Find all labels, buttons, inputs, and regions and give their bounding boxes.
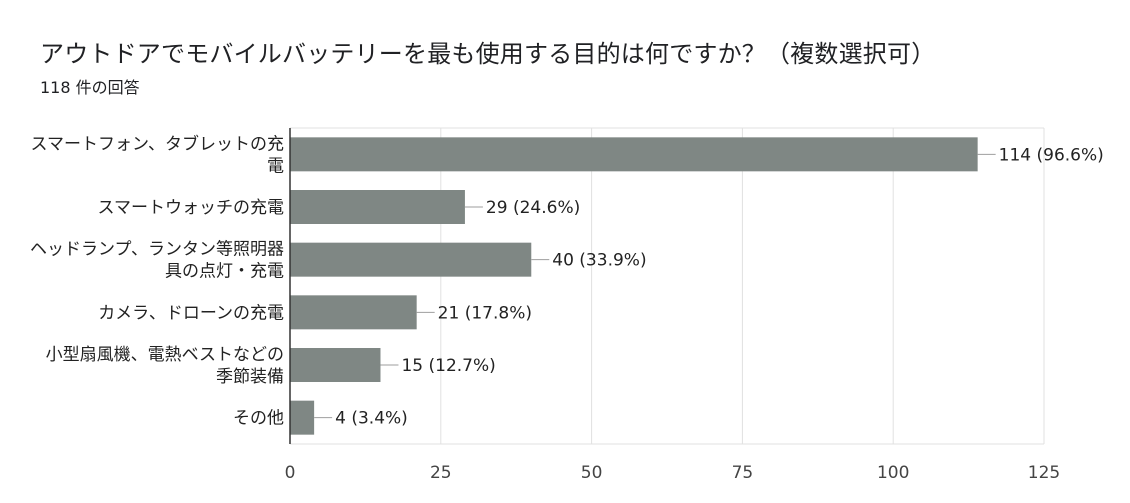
category-label: スマートウォッチの充電: [98, 198, 285, 218]
bar: [290, 137, 978, 172]
bar: [290, 295, 417, 330]
bars: [290, 137, 978, 435]
category-labels: スマートフォン、タブレットの充電スマートウォッチの充電ヘッドランプ、ランタン等照…: [30, 133, 284, 428]
grid-lines: [290, 127, 1045, 445]
category-label: カメラ、ドローンの充電: [98, 303, 284, 323]
bar: [290, 190, 465, 224]
category-label: 具の点灯・充電: [165, 262, 284, 282]
x-tick-label: 75: [732, 463, 754, 483]
category-label: 電: [267, 156, 284, 176]
response-count: 118 件の回答: [40, 78, 140, 97]
bar: [290, 348, 381, 382]
label-connectors: [314, 153, 996, 419]
x-tick-label: 50: [581, 463, 603, 483]
bar: [290, 242, 532, 277]
data-label: 21 (17.8%): [438, 303, 532, 323]
category-label: 小型扇風機、電熱ベストなどの: [46, 345, 284, 365]
category-label: ヘッドランプ、ランタン等照明器: [30, 240, 284, 260]
data-label: 114 (96.6%): [999, 145, 1104, 165]
category-label: スマートフォン、タブレットの充: [31, 133, 284, 154]
x-tick-label: 0: [285, 463, 296, 483]
x-tick-label: 100: [877, 463, 909, 483]
bar: [290, 400, 315, 435]
data-labels: 114 (96.6%) 29 (24.6%) 40 (33.9%) 21 (17.8%…: [335, 145, 1104, 428]
x-tick-label: 25: [430, 463, 452, 483]
page-title: アウトドアでモバイルバッテリーを最も使用する目的は何ですか？（複数選択可）: [40, 40, 936, 68]
data-label: 40 (33.9%): [552, 251, 646, 271]
category-label: 季節装備: [216, 367, 284, 387]
x-tick-labels: 0 25 50 75 100 125: [285, 463, 1061, 483]
data-label: 4 (3.4%): [335, 409, 408, 429]
data-label: 29 (24.6%): [486, 198, 580, 218]
data-label: 15 (12.7%): [401, 356, 495, 376]
category-label: その他: [233, 409, 284, 429]
x-tick-label: 125: [1028, 463, 1060, 483]
